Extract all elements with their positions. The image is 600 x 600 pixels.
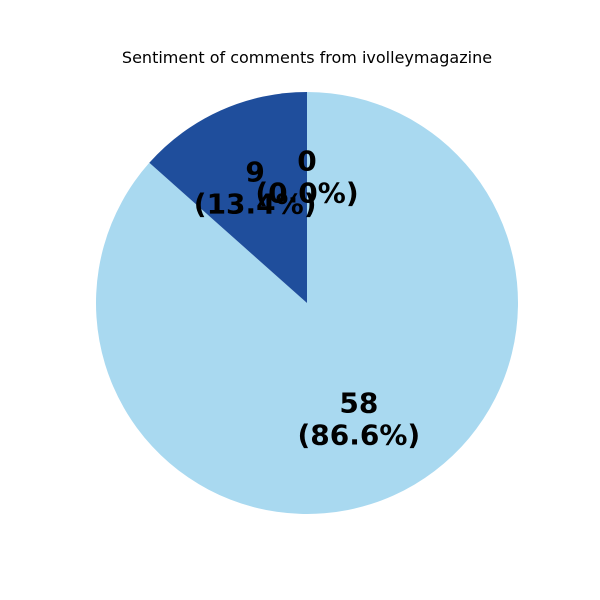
pie-label-0: 58 (86.6%) bbox=[297, 386, 420, 451]
chart-title: Sentiment of comments from ivolleymagazi… bbox=[121, 48, 493, 67]
pie-slice-0 bbox=[96, 92, 519, 514]
pie-slice-1 bbox=[149, 92, 307, 303]
pie-label-2: 0 (0.0%) bbox=[255, 144, 358, 209]
pie-label-1: 9 (13.4%) bbox=[194, 156, 317, 221]
